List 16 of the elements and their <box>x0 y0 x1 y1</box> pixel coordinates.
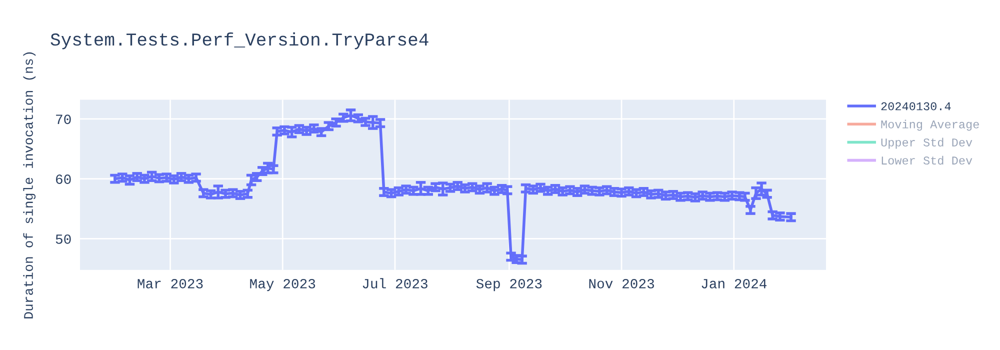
x-tick-label: Jul 2023 <box>362 278 428 288</box>
x-tick-label: Nov 2023 <box>589 278 654 288</box>
y-tick-label: 60 <box>56 174 71 184</box>
line-series <box>114 114 792 262</box>
chart-title: System.Tests.Perf_Version.TryParse4 <box>50 32 428 50</box>
x-tick-label: May 2023 <box>250 278 316 292</box>
y-tick-label: 70 <box>56 114 71 124</box>
x-tick-label: Jan 2024 <box>702 278 767 288</box>
y-tick-label: 50 <box>56 234 71 244</box>
legend-label: Upper Std Dev <box>881 138 972 149</box>
legend-label: Moving Average <box>881 120 979 131</box>
legend-label: 20240130.4 <box>881 102 951 110</box>
y-axis-title: Duration of single invocation (ns) <box>23 52 36 318</box>
legend-label: Lower Std Dev <box>882 156 972 165</box>
x-tick-label: Sep 2023 <box>476 278 542 292</box>
x-tick-label: Mar 2023 <box>138 278 203 288</box>
